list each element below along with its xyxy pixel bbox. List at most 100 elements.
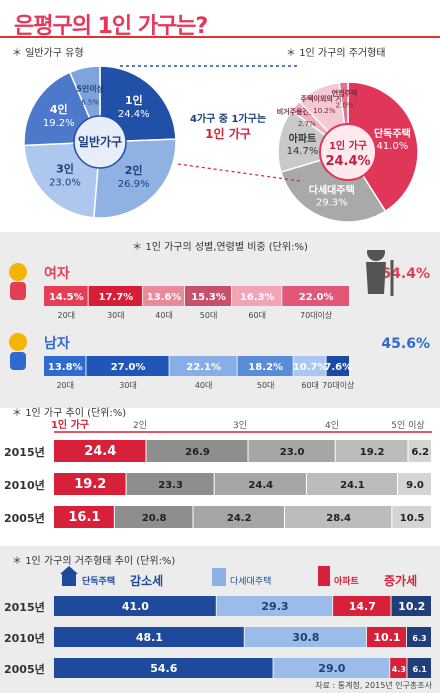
trend-bar-value: 9.0 — [406, 480, 424, 491]
pie2-center — [319, 123, 377, 181]
trend-bar-segment — [146, 440, 248, 462]
gender-age-bar — [44, 286, 88, 306]
gender-age-bar — [44, 356, 86, 376]
gender-total: 45.6% — [381, 336, 430, 352]
gender-age-value: 14.5% — [49, 292, 84, 303]
gender-title: 남자 — [44, 335, 70, 352]
gender-age-value: 27.0% — [111, 362, 146, 373]
housing-bar-segment — [333, 596, 391, 616]
trend-bar-segment — [397, 473, 431, 495]
gender-age-bar — [88, 286, 143, 306]
gender-age-bar — [143, 286, 184, 306]
housing-bar-value: 4.3 — [392, 665, 406, 674]
trend-bar-segment — [126, 473, 214, 495]
title-divider — [0, 36, 440, 38]
trend-bar-segment — [54, 506, 114, 528]
page-title: 은평구의 1인 가구는? — [14, 14, 208, 39]
gender-age-tick: 30대 — [107, 311, 125, 320]
gender-age-tick: 30대 — [119, 381, 137, 390]
housing-bar-value: 29.3 — [261, 600, 288, 613]
pie1-category-label: 3인 — [56, 162, 74, 176]
pie2-value-label: 10.2% — [313, 107, 336, 115]
gender-age-bar — [169, 356, 237, 376]
gender-age-bar — [326, 356, 349, 376]
pie2-value-label: 2.7% — [298, 120, 316, 128]
pie1-slice — [99, 65, 177, 143]
trend-bar-segment — [193, 506, 284, 528]
trend-bar-value: 16.1 — [68, 510, 100, 525]
pie2-value-label: 41.0% — [376, 141, 408, 152]
trend-bar-segment — [335, 440, 408, 462]
housing-bar-value: 14.7 — [349, 600, 376, 613]
pie2-slice — [280, 151, 387, 223]
trend-bar-segment — [248, 440, 335, 462]
housing-bar-segment — [54, 596, 216, 616]
callout-line2: 1인 가구 — [205, 126, 251, 141]
gender-age-tick: 20대 — [56, 381, 74, 390]
housing-legend-trend: 감소세 — [130, 573, 163, 588]
housing-year-label: 2015년 — [4, 600, 45, 614]
housing-bar-value: 10.1 — [373, 631, 400, 644]
female-person-icon — [9, 263, 27, 281]
housing-bar-value: 54.6 — [150, 662, 177, 675]
housing-bar-segment — [273, 658, 390, 678]
housing-bar-value: 48.1 — [136, 631, 163, 644]
gender-age-value: 15.3% — [191, 292, 226, 303]
housing-bar-value: 6.3 — [412, 634, 426, 643]
housing-bar-value: 41.0 — [122, 600, 149, 613]
male-person-icon — [9, 333, 27, 351]
trend-legend-label: 5인 이상 — [391, 420, 424, 431]
housing-bar-segment — [390, 658, 407, 678]
pie1-center — [73, 115, 127, 169]
trend-bar-value: 23.0 — [280, 447, 305, 458]
housing-legend-trend: 증가세 — [384, 573, 417, 588]
trend-year-label: 2010년 — [4, 478, 45, 492]
housing-bar-value: 6.1 — [413, 665, 428, 674]
trend-year-label: 2005년 — [4, 511, 45, 525]
pie1-slice — [23, 141, 101, 219]
trend-bar-value: 23.3 — [158, 480, 183, 491]
trend-legend-label: 3인 — [233, 420, 247, 431]
gender-age-value: 16.3% — [240, 292, 275, 303]
pie1-category-label: 4인 — [50, 102, 68, 116]
trend-year-label: 2015년 — [4, 445, 45, 459]
trend-legend-label: 2인 — [133, 420, 147, 431]
housing-bar-segment — [366, 627, 407, 647]
housing-legend-label: 아파트 — [334, 575, 360, 587]
gender-age-bar — [237, 356, 293, 376]
callout-line1: 4가구 중 1가구는 — [190, 112, 266, 125]
gender-age-bar — [282, 286, 349, 306]
gender-age-bar — [86, 356, 169, 376]
gender-age-bar — [293, 356, 326, 376]
gender-age-tick: 70대이상 — [300, 310, 333, 320]
trend-bar-value: 24.1 — [340, 480, 365, 491]
pie1-category-label: 5인이상 — [76, 83, 104, 93]
gender-age-tick: 40대 — [155, 311, 173, 320]
housing-title: ＊ 1인 가구의 거주형태 추이 (단위:%) — [12, 556, 176, 567]
pie2-value-label: 29.3% — [316, 197, 348, 208]
housing-bar-value: 29.0 — [318, 662, 345, 675]
pie2-category-label: 주택이외의 거처 — [301, 94, 349, 103]
housing-legend-label: 다세대주택 — [230, 576, 271, 587]
trend-legend-label: 4인 — [325, 420, 339, 431]
housing-bar-segment — [407, 658, 431, 678]
pie1-center-label: 일반가구 — [78, 134, 122, 149]
trend-bar-value: 24.4 — [84, 444, 116, 459]
male-person-icon — [10, 352, 26, 370]
housing-trend-chart: 단독주택 감소세 다세대주택 아파트 증가세 2015년 41.0 29.3 14.7 10.2 2… — [4, 566, 431, 678]
pie1-category-label: 1인 — [125, 93, 143, 107]
trend-bar-segment — [284, 506, 392, 528]
gender-age-title: ＊ 1인 가구의 성별,연령별 비중 (단위:%) — [132, 242, 308, 253]
pie1-value-label: 19.2% — [43, 118, 75, 129]
household-trend-chart: 1인 가구 2인 3인 4인 5인 이상 2015년 24.4 26.9 23.0 19.2 6.2… — [4, 418, 432, 528]
pie1-value-label: 26.9% — [118, 179, 150, 190]
pie2-category-label: 아파트 — [289, 132, 317, 145]
housing-bar-segment — [54, 658, 273, 678]
gender-age-value: 17.7% — [99, 292, 134, 303]
housing-year-label: 2010년 — [4, 631, 45, 645]
pie1-value-label: 6.5% — [81, 98, 99, 106]
trend-title: ＊ 1인 가구 추이 (단위:%) — [12, 408, 127, 419]
gender-age-tick: 50대 — [200, 311, 218, 320]
apartment-building-icon — [212, 568, 226, 586]
trend-bar-value: 28.4 — [326, 513, 351, 524]
